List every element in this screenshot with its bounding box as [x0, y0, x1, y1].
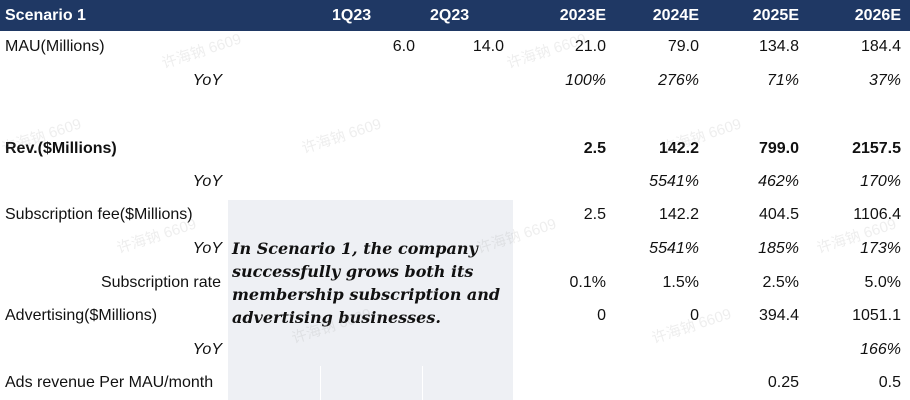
revenue-2026e[interactable]: 2157.5 — [852, 140, 901, 157]
header-row: Scenario 1 1Q23 2Q23 2023E 2024E 2025E 2… — [0, 0, 910, 31]
advertising-label[interactable]: Advertising($Millions) — [5, 307, 158, 324]
mau-yoy-2024e[interactable]: 276% — [658, 72, 699, 89]
subscription-yoy-2025e[interactable]: 185% — [758, 240, 799, 257]
advertising-2026e[interactable]: 1051.1 — [852, 307, 901, 324]
advertising-2024e[interactable]: 0 — [690, 307, 699, 324]
revenue-2025e[interactable]: 799.0 — [758, 140, 799, 157]
mau-1q23[interactable]: 6.0 — [392, 38, 415, 55]
advertising-2023e[interactable]: 0 — [597, 307, 606, 324]
advertising-2025e[interactable]: 394.4 — [758, 307, 799, 324]
grid-line — [320, 366, 321, 400]
revenue-2024e[interactable]: 142.2 — [658, 140, 699, 157]
mau-2024e[interactable]: 79.0 — [667, 38, 699, 55]
subscription-fee-2026e[interactable]: 1106.4 — [853, 206, 901, 223]
revenue-label[interactable]: Rev.($Millions) — [5, 140, 117, 157]
grid-line — [422, 366, 423, 400]
scenario-header[interactable]: Scenario 1 — [5, 7, 86, 24]
subscription-rate-label[interactable]: Subscription rate — [100, 274, 221, 291]
subscription-yoy-label[interactable]: YoY — [192, 240, 222, 257]
mau-2025e[interactable]: 134.8 — [758, 38, 799, 55]
watermark: 许海钠 6609 — [159, 30, 244, 73]
header-2026e[interactable]: 2026E — [854, 7, 901, 24]
revenue-yoy-2024e[interactable]: 5541% — [649, 173, 699, 190]
ads-per-mau-label[interactable]: Ads revenue Per MAU/month — [5, 374, 214, 391]
subscription-fee-2023e[interactable]: 2.5 — [583, 206, 606, 223]
mau-label[interactable]: MAU(Millions) — [5, 38, 105, 55]
header-2023e[interactable]: 2023E — [559, 7, 606, 24]
scenario-note: In Scenario 1, the company successfully … — [232, 239, 501, 327]
subscription-rate-2025e[interactable]: 2.5% — [762, 274, 799, 291]
header-2024e[interactable]: 2024E — [652, 7, 699, 24]
subscription-rate-2024e[interactable]: 1.5% — [662, 274, 699, 291]
subscription-rate-2023e[interactable]: 0.1% — [569, 274, 606, 291]
revenue-2023e[interactable]: 2.5 — [583, 140, 606, 157]
revenue-yoy-2025e[interactable]: 462% — [758, 173, 799, 190]
subscription-fee-2024e[interactable]: 142.2 — [658, 206, 699, 223]
mau-yoy-label[interactable]: YoY — [192, 72, 222, 89]
note-background-extension — [228, 366, 513, 400]
ads-per-mau-2025e[interactable]: 0.25 — [767, 374, 799, 391]
mau-yoy-2023e[interactable]: 100% — [565, 72, 606, 89]
ads-per-mau-2026e[interactable]: 0.5 — [878, 374, 901, 391]
subscription-yoy-2024e[interactable]: 5541% — [649, 240, 699, 257]
header-2025e[interactable]: 2025E — [752, 7, 799, 24]
mau-2q23[interactable]: 14.0 — [472, 38, 504, 55]
mau-yoy-2026e[interactable]: 37% — [868, 72, 901, 89]
watermark: 许海钠 6609 — [299, 115, 384, 158]
mau-yoy-2025e[interactable]: 71% — [766, 72, 799, 89]
mau-2023e[interactable]: 21.0 — [574, 38, 606, 55]
subscription-rate-2026e[interactable]: 5.0% — [864, 274, 901, 291]
mau-2026e[interactable]: 184.4 — [860, 38, 901, 55]
header-1q23[interactable]: 1Q23 — [332, 7, 372, 24]
subscription-fee-2025e[interactable]: 404.5 — [758, 206, 799, 223]
header-2q23[interactable]: 2Q23 — [430, 7, 470, 24]
revenue-yoy-label[interactable]: YoY — [192, 173, 222, 190]
advertising-yoy-2026e[interactable]: 166% — [860, 341, 901, 358]
advertising-yoy-label[interactable]: YoY — [192, 341, 222, 358]
subscription-yoy-2026e[interactable]: 173% — [860, 240, 901, 257]
revenue-yoy-2026e[interactable]: 170% — [860, 173, 901, 190]
subscription-fee-label[interactable]: Subscription fee($Millions) — [5, 206, 193, 223]
